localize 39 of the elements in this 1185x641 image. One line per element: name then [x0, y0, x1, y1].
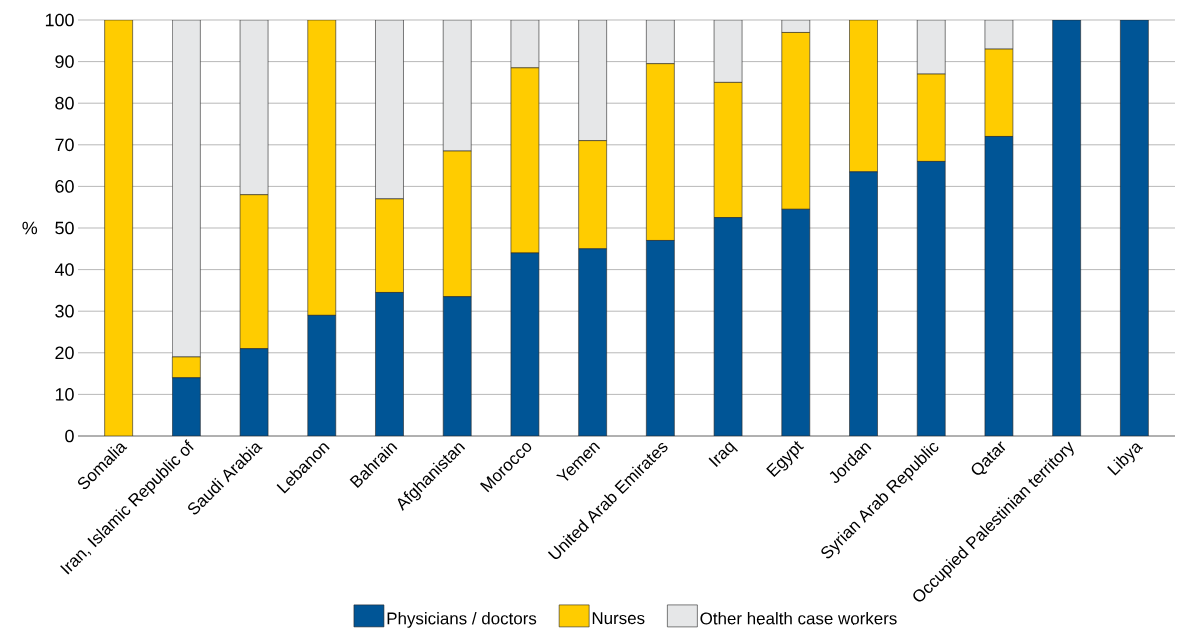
y-tick-label: 90 [55, 55, 74, 68]
bar [442, 19, 472, 152]
bar [307, 19, 337, 316]
y-tick-label: 20 [55, 346, 74, 360]
bar [239, 194, 269, 349]
bar [713, 82, 743, 218]
y-tick-label: 0 [65, 429, 74, 443]
bar [442, 150, 472, 297]
y-tick-label: 40 [54, 263, 74, 276]
bar [375, 198, 404, 293]
y-tick-label: 10 [55, 388, 74, 401]
bar [646, 63, 675, 241]
y-tick-label: 50 [55, 221, 74, 235]
bar [578, 19, 607, 141]
x-tick-label: Iraq [708, 441, 738, 467]
y-tick-label: 60 [55, 180, 74, 193]
bar [646, 19, 675, 64]
bar [239, 19, 269, 196]
bar [849, 19, 878, 173]
bar [984, 48, 1014, 137]
y-tick-label: 100 [45, 13, 74, 27]
bar [916, 19, 946, 75]
bar [578, 140, 607, 250]
bar [1052, 19, 1081, 436]
bar [713, 19, 743, 83]
bar [510, 67, 540, 254]
bar [172, 19, 201, 358]
bar [1120, 19, 1149, 436]
bar [375, 19, 404, 200]
bar [781, 32, 811, 210]
legend-label: Nurses [592, 612, 645, 625]
y-axis-title: % [22, 221, 38, 235]
y-tick-label: 30 [55, 304, 74, 318]
bar [104, 19, 133, 436]
y-tick-label: 80 [55, 96, 74, 110]
y-tick-label: 70 [55, 138, 74, 152]
bar [916, 73, 946, 162]
legend-label: Other health case workers [700, 612, 897, 625]
legend-label: Physicians / doctors [387, 612, 537, 628]
